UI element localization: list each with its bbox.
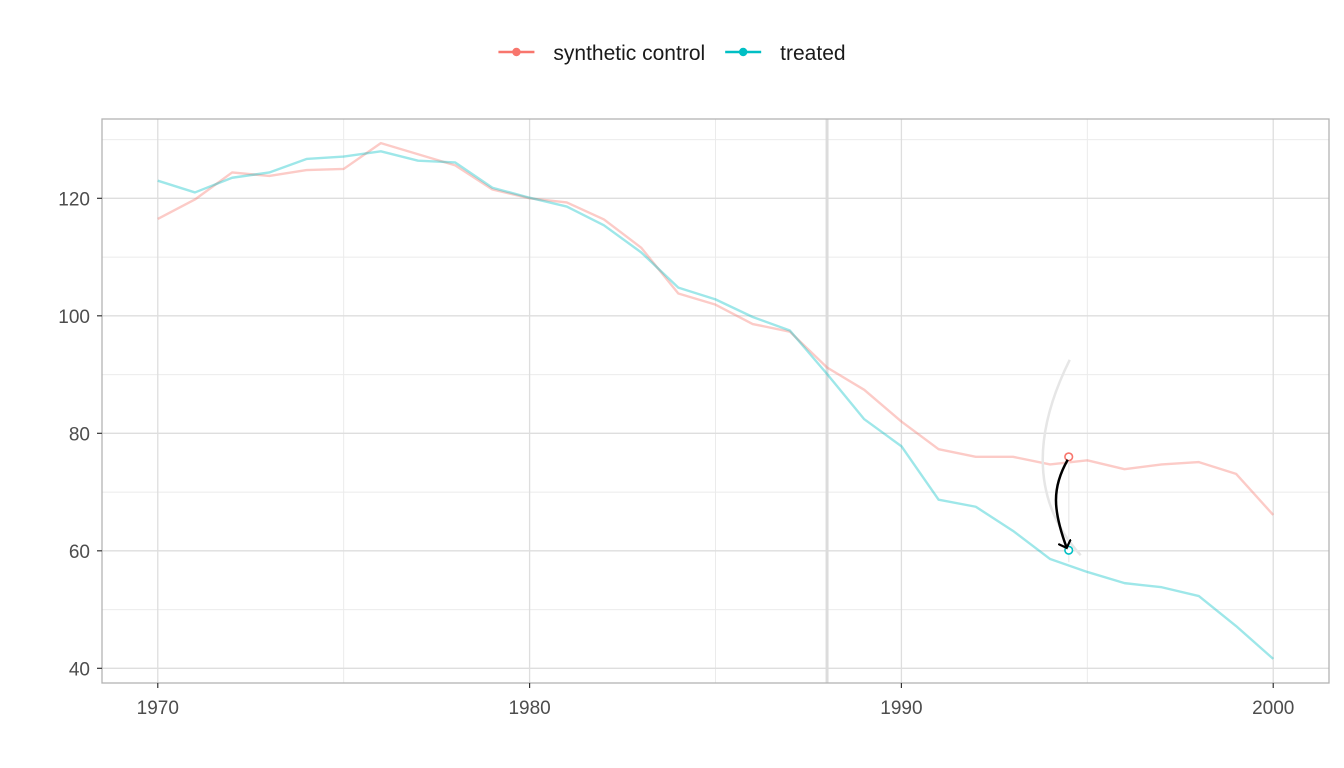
x-tick-label: 2000 xyxy=(1252,698,1294,719)
legend-label: treated xyxy=(780,42,845,65)
x-axis: 1970 1980 1990 2000 xyxy=(137,683,1294,719)
y-tick-label: 120 xyxy=(58,189,90,210)
y-tick-label: 100 xyxy=(58,307,90,328)
major-gridlines xyxy=(102,119,1329,683)
y-tick-label: 40 xyxy=(69,659,90,680)
series-layer xyxy=(157,141,1275,660)
legend-key-point xyxy=(512,47,521,57)
x-tick-label: 1980 xyxy=(508,698,550,719)
x-tick-label: 1970 xyxy=(137,698,179,719)
annotation-guide-curve xyxy=(1041,359,1082,557)
y-tick-label: 60 xyxy=(69,542,90,563)
legend-label: synthetic control xyxy=(553,42,705,65)
legend-item-synthetic-control: synthetic control xyxy=(498,42,705,65)
minor-gridlines xyxy=(102,119,1329,683)
annotation-layer xyxy=(1041,359,1082,563)
highlight-point-synthetic-control xyxy=(1064,452,1074,462)
plot-panel-border xyxy=(101,118,1330,684)
legend-item-treated: treated xyxy=(725,42,846,65)
series-line-synthetic-control xyxy=(157,141,1275,516)
annotation-arrow xyxy=(1054,459,1068,548)
legend-key-point xyxy=(738,47,748,57)
x-tick-label: 1990 xyxy=(880,698,922,719)
legend: synthetic control treated xyxy=(498,42,846,65)
y-axis: 40 60 80 100 120 xyxy=(58,189,102,680)
y-tick-label: 80 xyxy=(69,424,90,445)
series-line-treated xyxy=(157,150,1275,660)
